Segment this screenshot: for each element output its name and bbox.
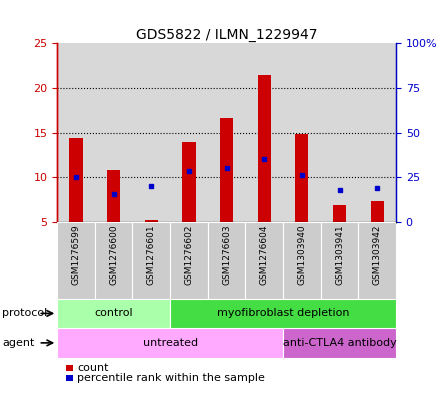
Bar (220, 118, 233, 222)
Text: protocol: protocol (2, 309, 48, 318)
FancyBboxPatch shape (283, 222, 321, 299)
Bar (182, 143, 195, 222)
Bar (258, 75, 271, 222)
Bar (333, 205, 346, 222)
FancyBboxPatch shape (57, 222, 95, 299)
FancyBboxPatch shape (170, 299, 396, 328)
Text: GSM1276600: GSM1276600 (109, 224, 118, 285)
Bar (295, 134, 308, 222)
Text: anti-CTLA4 antibody: anti-CTLA4 antibody (282, 338, 396, 348)
Text: GSM1303940: GSM1303940 (297, 224, 306, 285)
FancyBboxPatch shape (208, 222, 246, 299)
FancyBboxPatch shape (358, 222, 396, 299)
Text: GSM1303942: GSM1303942 (373, 224, 381, 285)
FancyBboxPatch shape (132, 222, 170, 299)
Text: GSM1276599: GSM1276599 (72, 224, 81, 285)
FancyBboxPatch shape (321, 222, 358, 299)
FancyBboxPatch shape (283, 328, 396, 358)
Bar (107, 170, 120, 222)
Title: GDS5822 / ILMN_1229947: GDS5822 / ILMN_1229947 (136, 28, 317, 42)
FancyBboxPatch shape (246, 222, 283, 299)
FancyBboxPatch shape (57, 328, 283, 358)
Bar (70, 138, 83, 222)
Text: GSM1276601: GSM1276601 (147, 224, 156, 285)
Text: GSM1276602: GSM1276602 (184, 224, 194, 285)
Text: count: count (77, 363, 109, 373)
FancyBboxPatch shape (170, 222, 208, 299)
Text: control: control (94, 309, 133, 318)
Text: untreated: untreated (143, 338, 198, 348)
Bar (145, 220, 158, 222)
Text: myofibroblast depletion: myofibroblast depletion (217, 309, 349, 318)
FancyBboxPatch shape (95, 222, 132, 299)
Text: percentile rank within the sample: percentile rank within the sample (77, 373, 265, 383)
Bar (370, 200, 384, 222)
FancyBboxPatch shape (57, 299, 170, 328)
Text: GSM1276604: GSM1276604 (260, 224, 269, 285)
Text: agent: agent (2, 338, 35, 348)
Text: GSM1303941: GSM1303941 (335, 224, 344, 285)
Text: GSM1276603: GSM1276603 (222, 224, 231, 285)
